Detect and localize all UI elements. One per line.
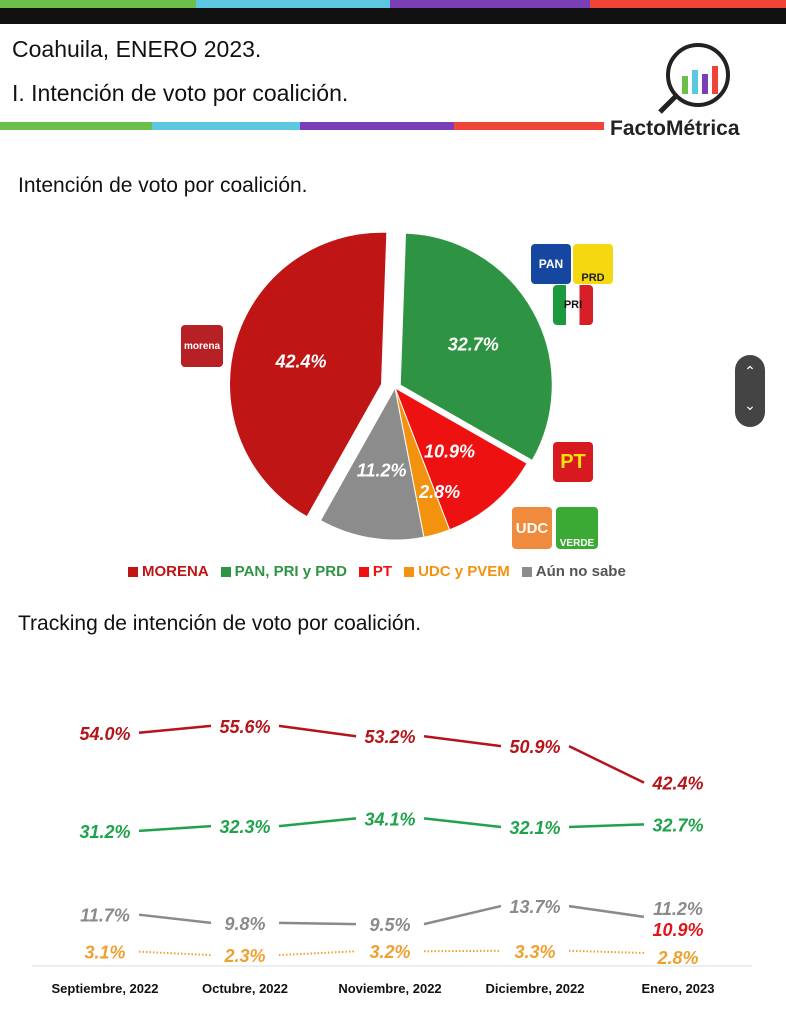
pri-logo: PRI xyxy=(553,285,593,325)
legend-swatch xyxy=(220,566,231,577)
verde-logo: VERDE xyxy=(556,507,598,549)
legend-item: PAN, PRI y PRD xyxy=(220,563,347,580)
data-label: 53.2% xyxy=(364,727,415,747)
data-label: 3.2% xyxy=(369,942,410,962)
series-line xyxy=(568,904,645,919)
line-chart-title: Tracking de intención de voto por coalic… xyxy=(18,612,422,635)
data-label: 32.3% xyxy=(219,817,270,837)
legend-item: Aún no sabe xyxy=(521,563,626,580)
legend-label: UDC y PVEM xyxy=(418,563,510,580)
data-label: 11.7% xyxy=(80,906,130,926)
data-label: 3.3% xyxy=(514,942,555,962)
data-label: 32.7% xyxy=(652,815,703,835)
x-tick-label: Septiembre, 2022 xyxy=(52,981,159,996)
factometrica-logo-icon xyxy=(658,43,730,114)
pie-legend: MORENA PAN, PRI y PRD PT UDC y PVEM Aún no s… xyxy=(128,563,626,580)
legend-label: MORENA xyxy=(142,563,209,580)
data-label: 9.5% xyxy=(369,915,410,935)
data-label: 55.6% xyxy=(219,717,270,737)
data-label: 9.8% xyxy=(224,914,265,934)
stripe-green xyxy=(0,122,152,130)
legend-item: MORENA xyxy=(128,563,209,580)
data-label: 3.1% xyxy=(84,943,125,963)
data-label: 50.9% xyxy=(509,737,560,757)
top-bar xyxy=(0,8,786,24)
legend-label: Aún no sabe xyxy=(535,563,626,580)
data-label: 10.9% xyxy=(652,920,703,940)
pie-slice-label: 2.8% xyxy=(418,482,460,502)
series-line xyxy=(138,950,212,957)
legend-swatch xyxy=(404,566,415,577)
x-tick-label: Noviembre, 2022 xyxy=(338,981,441,996)
pie-slice-label: 10.9% xyxy=(424,441,475,461)
series-line xyxy=(423,904,502,926)
scroll-control[interactable]: ⌃ ⌄ xyxy=(735,355,765,427)
legend-swatch xyxy=(128,566,138,577)
data-label: 32.1% xyxy=(509,818,560,838)
series-line xyxy=(138,724,212,735)
series-line xyxy=(278,950,357,957)
series-line xyxy=(138,913,212,925)
data-label: 13.7% xyxy=(509,897,560,917)
chevron-down-icon[interactable]: ⌄ xyxy=(744,398,756,414)
pie-slice-label: 42.4% xyxy=(275,352,327,372)
udc-logo: UDC xyxy=(512,507,552,549)
data-label: 54.0% xyxy=(79,724,130,744)
pie-chart-title: Intención de voto por coalición. xyxy=(18,174,308,197)
pie-slice-label: 11.2% xyxy=(357,461,407,481)
data-label: 42.4% xyxy=(651,774,703,794)
top-stripe-green xyxy=(0,0,196,8)
legend-swatch xyxy=(521,566,532,577)
series-line xyxy=(568,949,645,954)
series-line xyxy=(423,735,502,748)
series-line xyxy=(423,817,502,829)
pie-chart: 32.7% 10.9% 2.8% 11.2% 42.4% xyxy=(229,231,553,541)
legend-swatch xyxy=(358,566,369,577)
series-line xyxy=(278,724,357,738)
series-line xyxy=(568,745,645,784)
stripe-cyan xyxy=(152,122,300,130)
brand-name: FactoMétrica xyxy=(610,117,740,140)
series-line xyxy=(568,823,645,829)
pie-slice xyxy=(394,386,528,531)
x-tick-label: Octubre, 2022 xyxy=(202,981,288,996)
pie-slice xyxy=(399,232,553,462)
top-stripe-purple xyxy=(390,0,590,8)
data-label: 2.3% xyxy=(223,946,265,966)
pie-slice xyxy=(229,231,388,518)
prd-logo: PRD xyxy=(573,244,613,284)
legend-label: PT xyxy=(372,563,393,580)
pan-logo: PAN xyxy=(531,244,571,284)
top-stripe-red xyxy=(590,0,786,8)
legend-label: PAN, PRI y PRD xyxy=(234,563,347,580)
data-label: 11.2% xyxy=(653,899,703,919)
x-tick-label: Diciembre, 2022 xyxy=(485,981,584,996)
pie-slice-label: 32.7% xyxy=(448,334,499,354)
series-line xyxy=(138,824,212,833)
data-label: 2.8% xyxy=(656,948,698,968)
morena-logo: morena xyxy=(181,325,223,367)
x-tick-label: Enero, 2023 xyxy=(642,981,715,996)
stripe-red xyxy=(454,122,604,130)
chevron-up-icon[interactable]: ⌃ xyxy=(744,364,756,380)
pie-slice xyxy=(319,386,425,541)
legend-item: UDC y PVEM xyxy=(404,563,510,580)
page-subtitle: I. Intención de voto por coalición. xyxy=(12,80,349,106)
series-line xyxy=(278,817,357,828)
pt-logo: PT xyxy=(553,442,593,482)
top-stripe-cyan xyxy=(196,0,390,8)
data-label: 31.2% xyxy=(79,822,130,842)
series-line xyxy=(278,921,357,926)
legend-item: PT xyxy=(358,563,393,580)
page-title: Coahuila, ENERO 2023. xyxy=(12,36,262,62)
data-label: 34.1% xyxy=(364,809,415,829)
stripe-purple xyxy=(300,122,454,130)
